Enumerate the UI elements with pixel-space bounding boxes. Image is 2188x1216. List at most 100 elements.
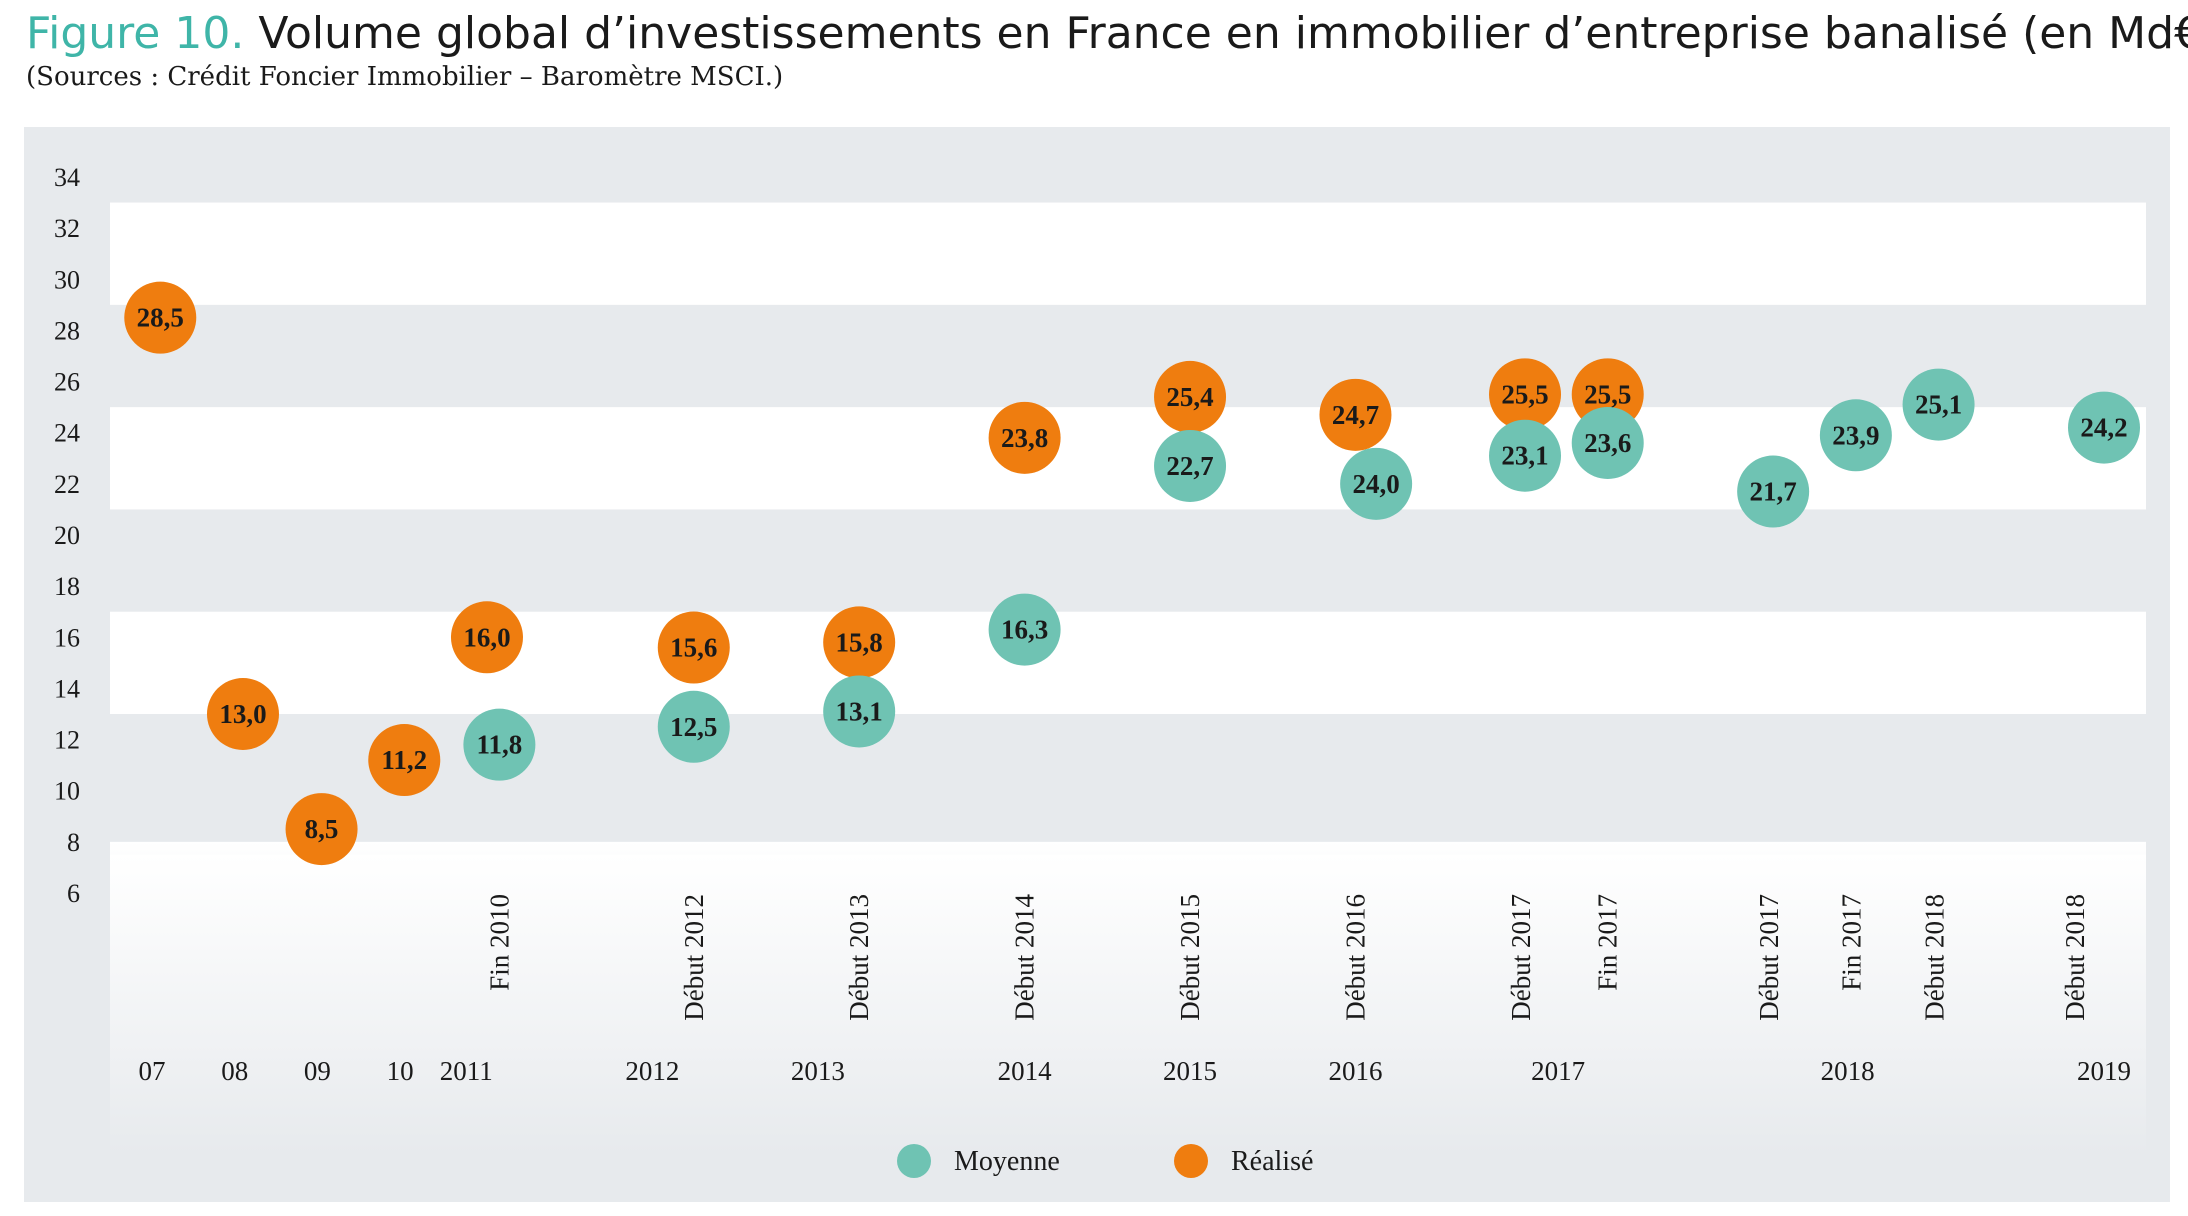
- data-label: 16,0: [463, 622, 510, 652]
- data-label: 24,2: [2080, 413, 2127, 443]
- period-label: Début 2018: [2060, 894, 2090, 1021]
- data-label: 8,5: [305, 814, 339, 844]
- data-label: 13,1: [836, 696, 883, 726]
- legend-label: Réalisé: [1231, 1146, 1313, 1177]
- data-point: [1489, 419, 1562, 492]
- x-tick-label: 2018: [1821, 1056, 1875, 1086]
- data-label: 24,0: [1353, 469, 1400, 499]
- data-point: [285, 793, 358, 866]
- x-tick-label: 07: [139, 1056, 166, 1086]
- data-point: [657, 611, 730, 684]
- y-tick-label: 26: [54, 368, 80, 397]
- data-label: 25,1: [1915, 390, 1962, 420]
- data-point: [988, 401, 1061, 474]
- y-tick-label: 30: [54, 265, 80, 294]
- data-point: [1571, 406, 1644, 479]
- legend-label: Moyenne: [954, 1146, 1060, 1177]
- chart-title: Figure 10. Volume global d’investissemen…: [26, 8, 2188, 59]
- chart-band: [110, 611, 2146, 714]
- data-point: [1902, 368, 1975, 441]
- data-point: [463, 708, 536, 781]
- data-point: [1819, 399, 1892, 472]
- y-tick-label: 22: [54, 470, 80, 499]
- data-label: 23,8: [1001, 423, 1048, 453]
- period-label: Début 2014: [1010, 894, 1040, 1021]
- data-label: 23,9: [1832, 420, 1879, 450]
- data-label: 23,1: [1501, 441, 1548, 471]
- y-tick-label: 14: [54, 674, 80, 703]
- period-label: Fin 2017: [1593, 894, 1623, 991]
- chart-band-bottom: [110, 854, 2146, 1155]
- legend-marker: [1174, 1144, 1208, 1178]
- x-tick-label: 2011: [440, 1056, 493, 1086]
- data-point: [1340, 447, 1413, 520]
- data-point: [1319, 378, 1392, 451]
- period-label: Début 2015: [1175, 894, 1205, 1021]
- data-label: 11,8: [477, 730, 523, 760]
- chart-band: [110, 202, 2146, 305]
- y-tick-label: 20: [54, 521, 80, 550]
- period-label: Début 2013: [844, 894, 874, 1021]
- data-point: [2068, 391, 2140, 464]
- data-label: 15,8: [836, 627, 883, 657]
- data-point: [368, 724, 441, 797]
- data-label: 22,7: [1166, 451, 1213, 481]
- x-tick-label: 2014: [998, 1056, 1053, 1086]
- y-tick-label: 18: [54, 572, 80, 601]
- data-label: 25,5: [1584, 379, 1631, 409]
- data-point: [1154, 429, 1227, 502]
- chart-panel: 34 32 30 28 26 24 22 20 18 16 14 12 10 8 6 Fin 2010 Déb…: [24, 127, 2170, 1202]
- period-label: Début 2017: [1506, 894, 1536, 1021]
- data-label: 11,2: [381, 745, 427, 775]
- period-label: Fin 2010: [484, 894, 514, 991]
- legend-marker: [897, 1144, 931, 1178]
- data-label: 15,6: [670, 633, 717, 663]
- y-tick-label: 28: [54, 316, 80, 345]
- period-label: Début 2018: [1919, 894, 1949, 1021]
- data-label: 16,3: [1001, 615, 1048, 645]
- y-tick-label: 12: [54, 726, 80, 755]
- period-label: Début 2016: [1340, 894, 1370, 1021]
- data-label: 13,0: [219, 699, 266, 729]
- figure-number: Figure 10.: [26, 8, 245, 59]
- x-tick-label: 2017: [1531, 1056, 1585, 1086]
- data-point: [823, 675, 896, 748]
- data-label: 23,6: [1584, 428, 1631, 458]
- y-tick-label: 8: [67, 828, 80, 857]
- chart-source: (Sources : Crédit Foncier Immobilier – B…: [26, 62, 784, 92]
- x-tick-label: 2015: [1163, 1056, 1217, 1086]
- y-tick-label: 24: [54, 419, 80, 448]
- data-label: 25,4: [1166, 382, 1213, 412]
- data-label: 12,5: [670, 712, 717, 742]
- x-tick-label: 2016: [1328, 1056, 1382, 1086]
- data-point: [1737, 455, 1810, 528]
- data-label: 21,7: [1750, 477, 1797, 507]
- data-point: [823, 606, 896, 679]
- x-tick-label: 2012: [625, 1056, 679, 1086]
- data-point: [988, 593, 1061, 666]
- x-tick-label: 09: [304, 1056, 331, 1086]
- period-label: Début 2017: [1754, 894, 1784, 1021]
- data-point: [206, 678, 279, 750]
- y-tick-label: 34: [54, 163, 80, 192]
- data-point: [1489, 358, 1562, 431]
- y-tick-label: 10: [54, 777, 80, 806]
- x-tick-label: 10: [387, 1056, 414, 1086]
- data-point: [124, 281, 197, 354]
- data-label: 24,7: [1332, 400, 1379, 430]
- data-point: [1154, 360, 1227, 433]
- x-tick-label: 2019: [2077, 1056, 2131, 1086]
- period-label: Fin 2017: [1837, 894, 1867, 991]
- period-label: Début 2012: [679, 894, 709, 1021]
- y-tick-label: 6: [67, 879, 80, 908]
- y-tick-label: 16: [54, 623, 80, 652]
- x-tick-label: 08: [221, 1056, 248, 1086]
- data-point: [450, 601, 523, 674]
- data-point: [657, 690, 730, 763]
- data-label: 25,5: [1501, 379, 1548, 409]
- figure-title: Volume global d’investissements en Franc…: [258, 8, 2188, 59]
- y-tick-label: 32: [54, 214, 80, 243]
- x-tick-label: 2013: [791, 1056, 845, 1086]
- data-label: 28,5: [137, 303, 184, 333]
